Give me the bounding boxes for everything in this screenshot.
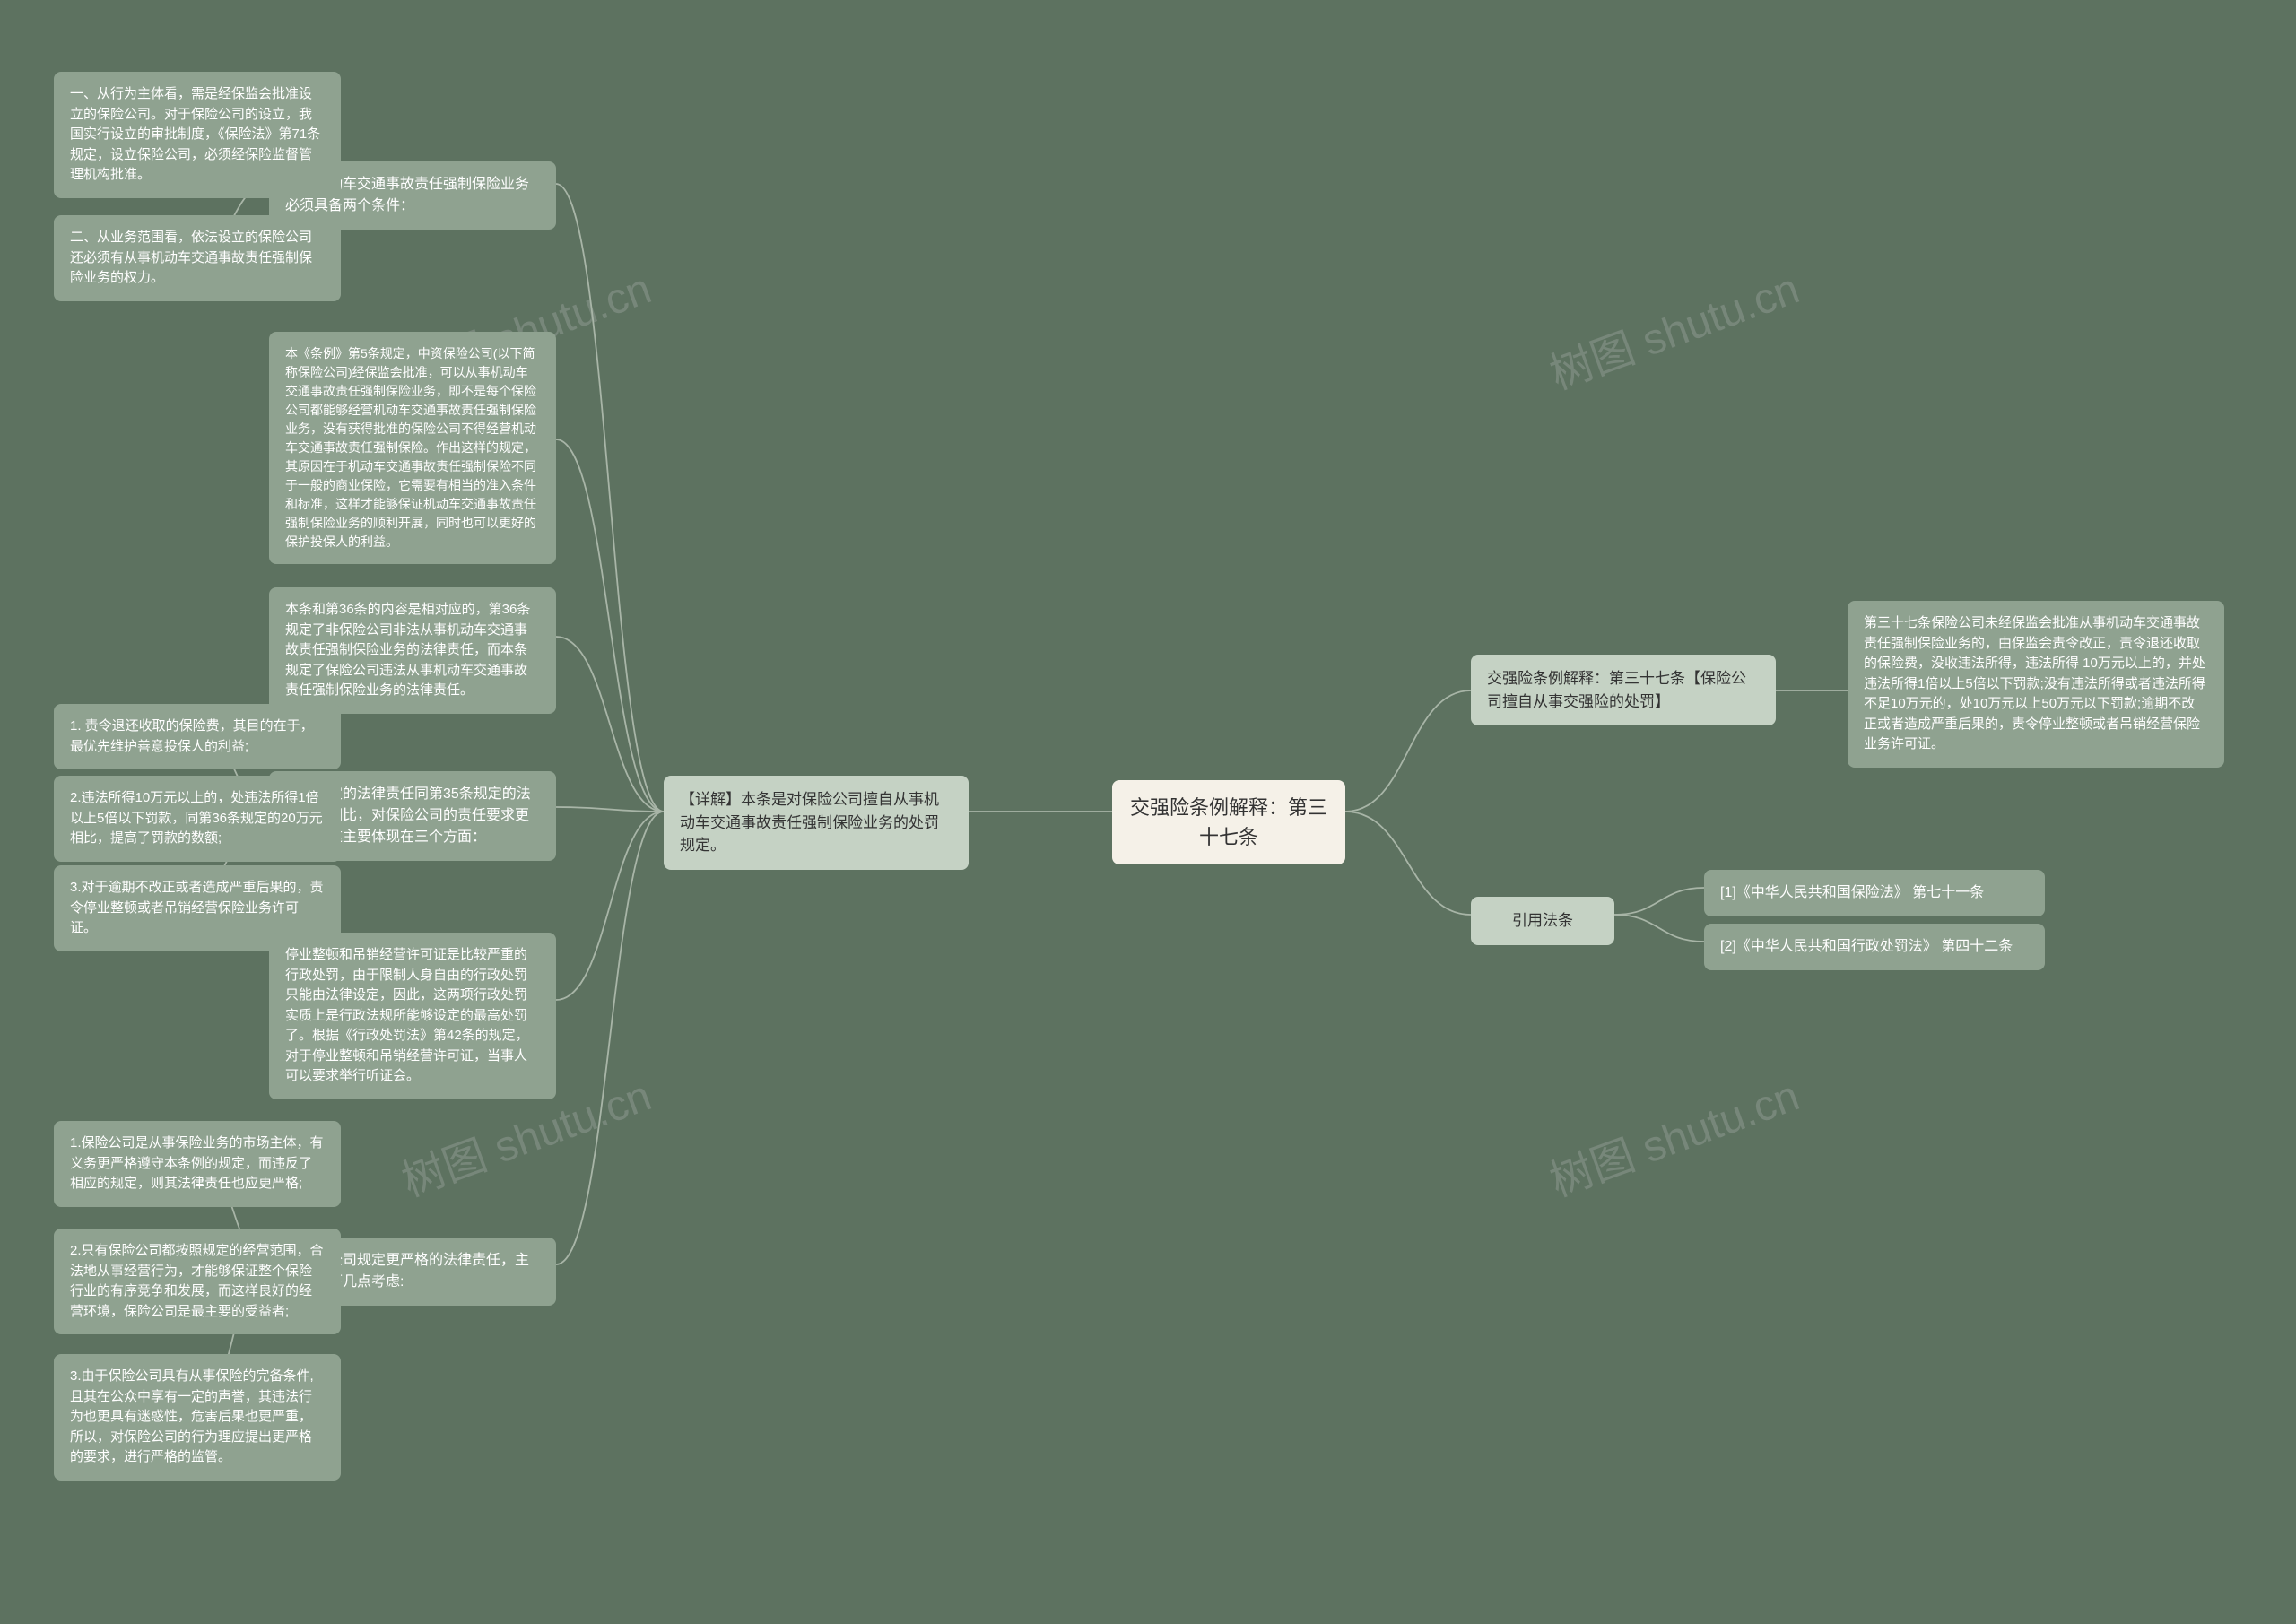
left-sub3[interactable]: 本条和第36条的内容是相对应的，第36条规定了非保险公司非法从事机动车交通事故责… (269, 587, 556, 714)
right-branch-refs[interactable]: 引用法条 (1471, 897, 1614, 945)
left-sub6-c1[interactable]: 1.保险公司是从事保险业务的市场主体，有义务更严格遵守本条例的规定，而违反了相应… (54, 1121, 341, 1207)
ref-law-1[interactable]: [1]《中华人民共和国保险法》 第七十一条 (1704, 870, 2045, 916)
root-node[interactable]: 交强险条例解释：第三十七条 (1112, 780, 1345, 864)
left-sub6-c3[interactable]: 3.由于保险公司具有从事保险的完备条件,且其在公众中享有一定的声誉，其违法行为也… (54, 1354, 341, 1481)
left-sub1-c1[interactable]: 一、从行为主体看，需是经保监会批准设立的保险公司。对于保险公司的设立，我国实行设… (54, 72, 341, 198)
right-branch-penalty-detail[interactable]: 第三十七条保险公司未经保监会批准从事机动车交通事故责任强制保险业务的，由保监会责… (1848, 601, 2224, 768)
left-sub4-c2[interactable]: 2.违法所得10万元以上的，处违法所得1倍以上5倍以下罚款，同第36条规定的20… (54, 776, 341, 862)
left-sub2[interactable]: 本《条例》第5条规定，中资保险公司(以下简称保险公司)经保监会批准，可以从事机动… (269, 332, 556, 564)
left-main-explain[interactable]: 【详解】本条是对保险公司擅自从事机动车交通事故责任强制保险业务的处罚规定。 (664, 776, 969, 870)
ref-law-2[interactable]: [2]《中华人民共和国行政处罚法》 第四十二条 (1704, 924, 2045, 970)
left-sub4-c1[interactable]: 1. 责令退还收取的保险费，其目的在于，最优先维护善意投保人的利益; (54, 704, 341, 769)
left-sub5[interactable]: 停业整顿和吊销经营许可证是比较严重的行政处罚，由于限制人身自由的行政处罚只能由法… (269, 933, 556, 1099)
left-sub1-c2[interactable]: 二、从业务范围看，依法设立的保险公司还必须有从事机动车交通事故责任强制保险业务的… (54, 215, 341, 301)
left-sub6-c2[interactable]: 2.只有保险公司都按照规定的经营范围，合法地从事经营行为，才能够保证整个保险行业… (54, 1229, 341, 1334)
watermark: 树图 shutu.cn (1540, 1060, 1806, 1208)
right-branch-penalty[interactable]: 交强险条例解释：第三十七条【保险公司擅自从事交强险的处罚】 (1471, 655, 1776, 725)
watermark: 树图 shutu.cn (1540, 253, 1806, 401)
